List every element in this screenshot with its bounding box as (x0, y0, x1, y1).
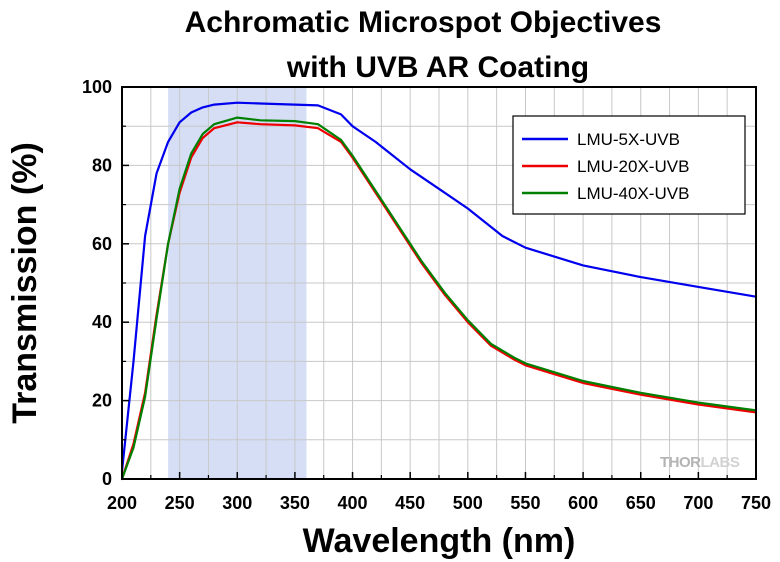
x-tick-label: 750 (741, 493, 771, 513)
chart-title-line-1: Achromatic Microspot Objectives (185, 6, 662, 39)
x-tick-label: 350 (280, 493, 310, 513)
data-series (120, 101, 758, 481)
y-tick-label: 60 (92, 234, 112, 254)
x-tick-labels: 200 250 300 350 400 450 500 550 600 650 700 750 (107, 493, 771, 513)
legend-label: LMU-5X-UVB (577, 130, 680, 149)
y-tick-label: 80 (92, 155, 112, 175)
x-tick-label: 450 (395, 493, 425, 513)
x-tick-label: 650 (626, 493, 656, 513)
x-tick-label: 250 (165, 493, 195, 513)
y-tick-label: 20 (92, 391, 112, 411)
x-tick-label: 600 (568, 493, 598, 513)
x-tick-label: 300 (222, 493, 252, 513)
y-tick-label: 100 (82, 77, 112, 97)
chart-title-line-2: with UVB AR Coating (286, 51, 589, 84)
series-line-lmu-5x-uvb (120, 101, 758, 473)
thorlabs-watermark: THORLABS (660, 454, 740, 471)
x-tick-label: 550 (510, 493, 540, 513)
x-tick-label: 500 (453, 493, 483, 513)
y-tick-labels: 0 20 40 60 80 100 (82, 77, 112, 489)
legend-label: LMU-20X-UVB (577, 157, 689, 176)
y-axis-label: Transmission (%) (6, 142, 44, 424)
legend: LMU-5X-UVB LMU-20X-UVB LMU-40X-UVB (512, 115, 746, 215)
x-tick-label: 200 (107, 493, 137, 513)
watermark-thor: THOR (660, 454, 701, 471)
series-line-lmu-40x-uvb (120, 116, 758, 481)
x-tick-label: 400 (338, 493, 368, 513)
legend-label: LMU-40X-UVB (577, 184, 689, 203)
x-axis-label: Wavelength (nm) (303, 522, 576, 560)
axis-ticks (121, 86, 757, 480)
x-tick-label: 700 (683, 493, 713, 513)
y-tick-label: 0 (102, 469, 112, 489)
y-tick-label: 40 (92, 312, 112, 332)
watermark-labs: LABS (701, 454, 740, 471)
